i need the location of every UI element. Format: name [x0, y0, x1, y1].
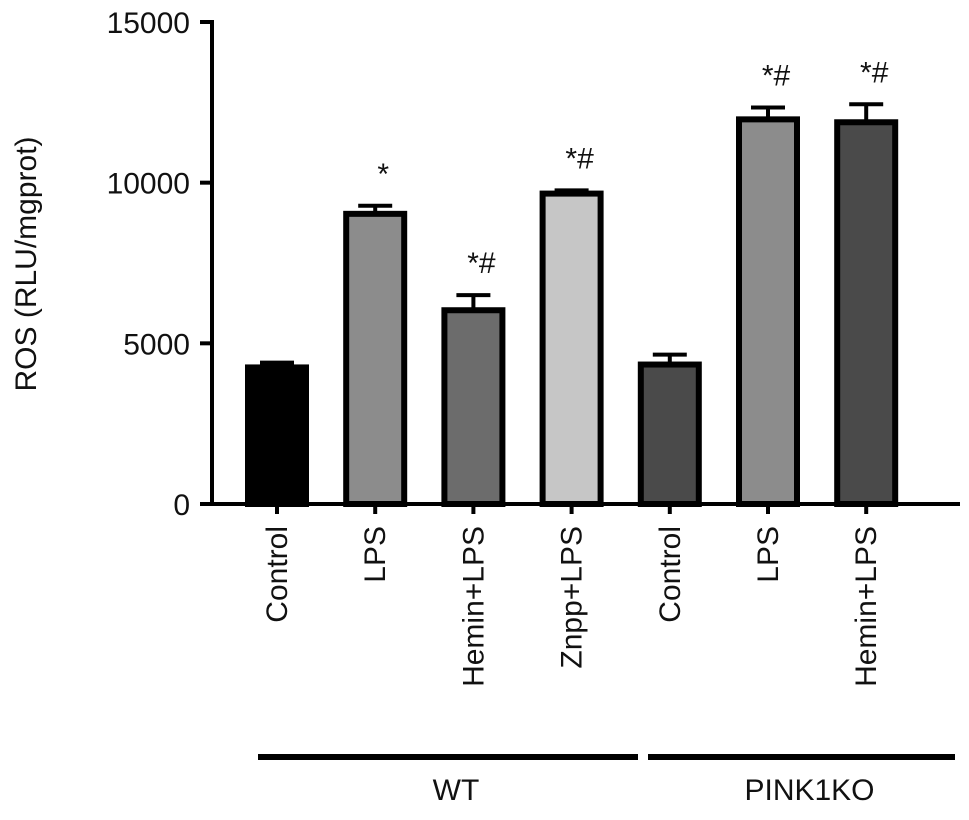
group-brackets: WT PINK1KO [258, 754, 955, 807]
y-tick-label: 15000 [107, 7, 190, 40]
x-tick-label: Hemin+LPS [850, 526, 883, 687]
y-tick-label: 10000 [107, 168, 190, 201]
bar [736, 116, 800, 507]
significance-label: *# [860, 56, 889, 89]
x-tick-label: LPS [359, 526, 392, 583]
bar [245, 364, 309, 507]
bar [539, 190, 604, 507]
significance-label: *# [467, 247, 496, 280]
group-label: PINK1KO [744, 774, 874, 807]
y-tick-label: 0 [173, 489, 190, 522]
significance-label: *# [565, 142, 594, 175]
bar [343, 210, 408, 507]
bar [637, 361, 702, 507]
group-label: WT [433, 774, 480, 807]
x-tick-label: LPS [752, 526, 785, 583]
x-tick-labels: Control LPS Hemin+LPS Znpp+LPS Control LPS Hem… [261, 526, 883, 687]
y-axis: 0 5000 10000 15000 [107, 7, 960, 522]
x-tick-label: Hemin+LPS [457, 526, 490, 687]
bars: * *# *# *# *# [245, 56, 899, 514]
x-tick-label: Control [261, 526, 294, 623]
y-axis-label: ROS (RLU/mgprot) [10, 136, 43, 391]
bar [441, 307, 506, 507]
x-tick-label: Control [654, 526, 687, 623]
significance-label: * [377, 158, 389, 191]
y-tick-label: 5000 [123, 328, 190, 361]
x-tick-label: Znpp+LPS [556, 526, 589, 669]
significance-label: *# [762, 59, 791, 92]
bar [834, 119, 899, 507]
